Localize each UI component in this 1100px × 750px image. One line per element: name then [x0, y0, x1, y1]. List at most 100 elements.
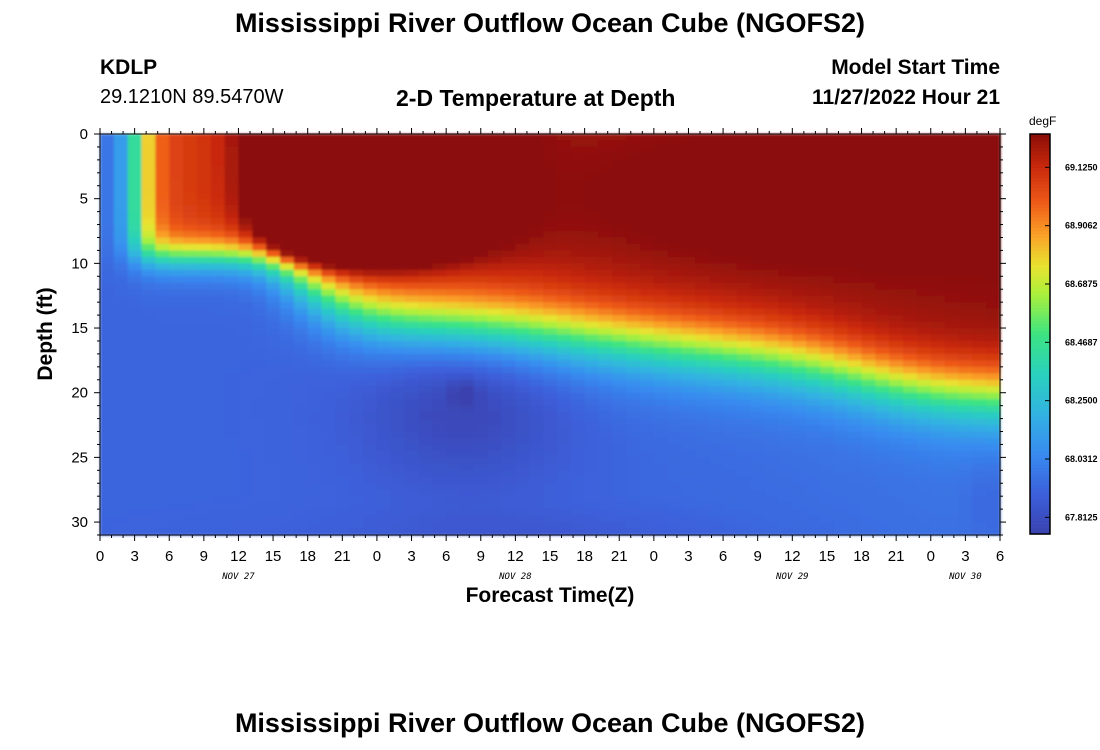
heatmap-cell [778, 321, 793, 329]
colorbar-segment [1030, 490, 1050, 495]
colorbar-segment [1030, 320, 1050, 325]
heatmap-cell [293, 172, 309, 180]
heatmap-cell [473, 444, 489, 452]
heatmap-cell [640, 496, 655, 504]
heatmap-cell [861, 243, 876, 252]
heatmap-cell [404, 140, 420, 148]
heatmap-cell [460, 289, 475, 297]
heatmap-cell [986, 418, 1001, 426]
heatmap-cell [861, 450, 876, 458]
heatmap-cell [224, 140, 240, 148]
heatmap-cell [487, 373, 503, 381]
heatmap-cell [556, 496, 572, 504]
heatmap-cell [958, 179, 973, 187]
heatmap-cell [598, 444, 613, 452]
heatmap-cell [792, 140, 807, 148]
heatmap-cell [820, 463, 835, 471]
heatmap-cell [653, 386, 669, 394]
heatmap-cell [321, 237, 336, 245]
heatmap-cell [349, 444, 364, 452]
heatmap-cell [986, 153, 1001, 161]
heatmap-cell [723, 353, 738, 361]
heatmap-cell [847, 334, 863, 342]
heatmap-cell [515, 392, 530, 400]
heatmap-cell [833, 192, 849, 200]
heatmap-cell [280, 431, 295, 439]
heatmap-cell [930, 308, 946, 316]
heatmap-cell [543, 243, 558, 252]
heatmap-cell [418, 263, 433, 271]
heatmap-cell [376, 450, 392, 458]
heatmap-cell [473, 386, 489, 394]
heatmap-cell [667, 166, 683, 174]
heatmap-cell [100, 224, 115, 232]
heatmap-cell [972, 192, 987, 200]
heatmap-cell [515, 463, 530, 471]
heatmap-cell [764, 476, 780, 484]
heatmap-cell [667, 315, 683, 323]
heatmap-cell [238, 276, 253, 284]
heatmap-cell [390, 192, 406, 200]
heatmap-cell [127, 334, 143, 342]
heatmap-cell [169, 366, 184, 374]
heatmap-cell [889, 146, 904, 155]
heatmap-cell [806, 502, 821, 510]
heatmap-cell [501, 295, 516, 303]
heatmap-cell [903, 192, 918, 200]
heatmap-cell [570, 302, 586, 310]
heatmap-cell [875, 308, 890, 316]
heatmap-cell [723, 146, 738, 155]
heatmap-cell [473, 308, 489, 316]
heatmap-cell [155, 522, 170, 530]
heatmap-cell [612, 399, 627, 407]
heatmap-cell [916, 347, 932, 355]
heatmap-cell [709, 172, 724, 180]
heatmap-cell [723, 476, 738, 484]
heatmap-cell [972, 353, 987, 361]
heatmap-cell [349, 166, 364, 174]
heatmap-cell [418, 483, 433, 491]
heatmap-cell [446, 399, 461, 407]
heatmap-cell [446, 450, 461, 458]
heatmap-cell [404, 334, 420, 342]
heatmap-cell [418, 379, 433, 387]
heatmap-cell [820, 153, 835, 161]
heatmap-cell [861, 308, 876, 316]
heatmap-cell [543, 134, 558, 142]
heatmap-cell [681, 399, 696, 407]
heatmap-cell [958, 476, 973, 484]
heatmap-cell [736, 528, 752, 536]
heatmap-cell [640, 256, 655, 264]
heatmap-cell [806, 159, 821, 167]
heatmap-cell [612, 231, 627, 239]
heatmap-cell [709, 205, 724, 213]
heatmap-cell [473, 425, 489, 433]
heatmap-cell [612, 463, 627, 471]
heatmap-cell [930, 185, 946, 193]
heatmap-cell [792, 308, 807, 316]
heatmap-cell [529, 237, 544, 245]
heatmap-cell [529, 166, 544, 174]
heatmap-cell [224, 425, 240, 433]
heatmap-cell [293, 483, 309, 491]
heatmap-cell [584, 211, 600, 219]
heatmap-cell [460, 360, 475, 368]
heatmap-cell [778, 463, 793, 471]
heatmap-cell [113, 198, 129, 206]
heatmap-cell [100, 386, 115, 394]
heatmap-cell [612, 515, 627, 523]
heatmap-cell [515, 328, 530, 336]
colorbar-segment [1030, 267, 1050, 272]
heatmap-cell [792, 205, 807, 213]
heatmap-cell [432, 379, 447, 387]
heatmap-cell [958, 282, 973, 290]
heatmap-cell [349, 269, 364, 277]
heatmap-cell [681, 192, 696, 200]
heatmap-cell [570, 444, 586, 452]
heatmap-cell [778, 159, 793, 167]
heatmap-cell [515, 353, 530, 361]
heatmap-cell [363, 276, 378, 284]
heatmap-cell [847, 431, 863, 439]
heatmap-cell [820, 185, 835, 193]
heatmap-cell [363, 205, 378, 213]
